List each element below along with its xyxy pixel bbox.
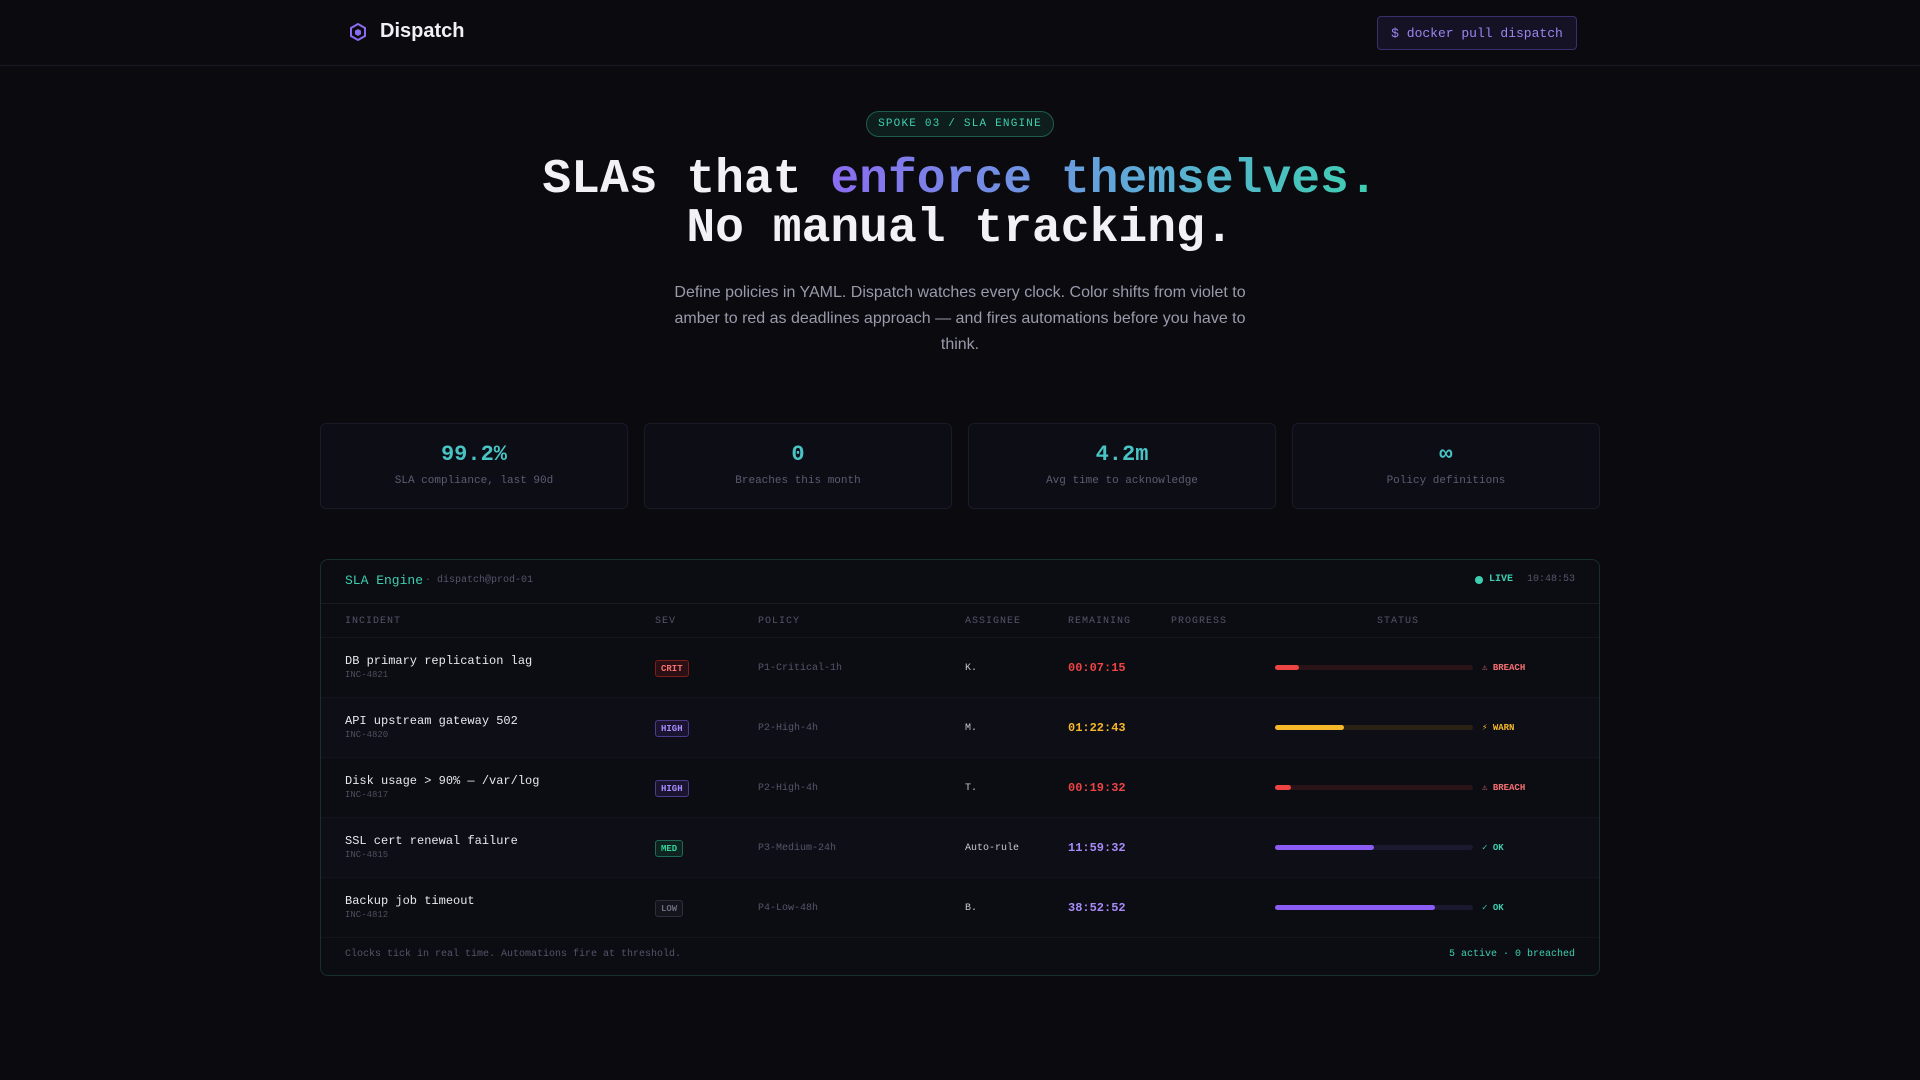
progress-bar bbox=[1275, 785, 1473, 790]
progress-bar bbox=[1275, 665, 1473, 670]
status-label: ✓ OK bbox=[1482, 903, 1504, 913]
policy-name: P2-High-4h bbox=[758, 783, 819, 794]
panel-footer: Clocks tick in real time. Automations fi… bbox=[321, 935, 1599, 975]
table-row[interactable]: DB primary replication lag INC-4821 CRIT… bbox=[321, 638, 1599, 698]
assignee: T. bbox=[965, 783, 978, 794]
remaining-time: 01:22:43 bbox=[1068, 721, 1126, 735]
policy-name: P4-Low-48h bbox=[758, 903, 819, 914]
stat-label: Breaches this month bbox=[735, 475, 861, 487]
progress-fill bbox=[1275, 725, 1345, 730]
incident-title: Disk usage > 90% — /var/log bbox=[345, 774, 540, 788]
headline-highlight: enforce themselves. bbox=[830, 153, 1378, 207]
assignee: M. bbox=[965, 723, 978, 734]
incident-title: API upstream gateway 502 bbox=[345, 714, 518, 728]
progress-fill bbox=[1275, 905, 1436, 910]
stat-card-policies: ∞ Policy definitions bbox=[1292, 423, 1600, 509]
stat-card-breaches: 0 Breaches this month bbox=[644, 423, 952, 509]
top-navigation: Dispatch $ docker pull dispatch bbox=[0, 0, 1920, 66]
headline-part1: SLAs that bbox=[542, 153, 831, 207]
stat-value: 0 bbox=[791, 442, 805, 467]
incident-title: DB primary replication lag bbox=[345, 654, 533, 668]
incident-title: SSL cert renewal failure bbox=[345, 834, 518, 848]
severity-badge: MED bbox=[655, 840, 684, 857]
column-header-remaining[interactable]: REMAINING bbox=[1068, 616, 1132, 627]
docker-pull-button[interactable]: $ docker pull dispatch bbox=[1377, 16, 1577, 50]
status-label: ✓ OK bbox=[1482, 843, 1504, 853]
assignee: B. bbox=[965, 903, 978, 914]
stat-value: ∞ bbox=[1439, 442, 1453, 467]
column-header-sev[interactable]: SEV bbox=[655, 616, 677, 627]
remaining-time: 00:19:32 bbox=[1068, 781, 1126, 795]
remaining-time: 00:07:15 bbox=[1068, 661, 1126, 675]
footer-note: Clocks tick in real time. Automations fi… bbox=[345, 949, 682, 960]
progress-bar bbox=[1275, 905, 1473, 910]
column-header-status[interactable]: STATUS bbox=[1377, 616, 1420, 627]
hero-subtitle: Define policies in YAML. Dispatch watche… bbox=[674, 284, 1246, 353]
incident-id: INC-4812 bbox=[345, 910, 389, 920]
incident-id: INC-4815 bbox=[345, 850, 389, 860]
panel-title: SLA Engine bbox=[345, 573, 424, 588]
progress-bar bbox=[1275, 725, 1473, 730]
column-header-policy[interactable]: POLICY bbox=[758, 616, 801, 627]
assignee: Auto-rule bbox=[965, 843, 1020, 854]
hexagon-logo-icon bbox=[350, 22, 366, 41]
table-row[interactable]: Backup job timeout INC-4812 LOW P4-Low-4… bbox=[321, 878, 1599, 938]
live-clock: 10:48:53 bbox=[1526, 574, 1575, 585]
remaining-time: 11:59:32 bbox=[1068, 841, 1126, 855]
table-row[interactable]: Disk usage > 90% — /var/log INC-4817 HIG… bbox=[321, 758, 1599, 818]
column-header-assignee[interactable]: ASSIGNEE bbox=[965, 616, 1022, 627]
column-header-progress[interactable]: PROGRESS bbox=[1171, 616, 1228, 627]
severity-badge: HIGH bbox=[655, 720, 689, 737]
policy-name: P2-High-4h bbox=[758, 723, 819, 734]
severity-badge: LOW bbox=[655, 900, 684, 917]
incident-title: Backup job timeout bbox=[345, 894, 475, 908]
stat-value: 4.2m bbox=[1095, 442, 1149, 467]
incident-id: INC-4817 bbox=[345, 790, 389, 800]
policy-name: P1-Critical-1h bbox=[758, 663, 843, 674]
progress-fill bbox=[1275, 665, 1299, 670]
live-indicator: LIVE 10:48:53 bbox=[1474, 574, 1575, 585]
progress-bar bbox=[1275, 845, 1473, 850]
stat-card-ack-time: 4.2m Avg time to acknowledge bbox=[968, 423, 1276, 509]
table-header: INCIDENT SEV POLICY ASSIGNEE REMAINING P… bbox=[321, 604, 1599, 638]
policy-name: P3-Medium-24h bbox=[758, 843, 837, 854]
status-label: ⚠ BREACH bbox=[1482, 783, 1526, 793]
page-headline: SLAs that enforce themselves. No manual … bbox=[0, 156, 1920, 254]
severity-badge: HIGH bbox=[655, 780, 689, 797]
progress-fill bbox=[1275, 785, 1291, 790]
incident-id: INC-4820 bbox=[345, 730, 389, 740]
status-label: ⚠ BREACH bbox=[1482, 663, 1526, 673]
progress-fill bbox=[1275, 845, 1374, 850]
status-label: ⚡ WARN bbox=[1482, 723, 1515, 733]
brand[interactable]: Dispatch bbox=[348, 20, 464, 43]
incident-id: INC-4821 bbox=[345, 670, 389, 680]
panel-header: SLA Engine · dispatch@prod-01 LIVE 10:48… bbox=[321, 560, 1599, 604]
table-row[interactable]: SSL cert renewal failure INC-4815 MED P3… bbox=[321, 818, 1599, 878]
incident-table-body: DB primary replication lag INC-4821 CRIT… bbox=[321, 638, 1599, 938]
stat-label: SLA compliance, last 90d bbox=[394, 475, 554, 487]
panel-host: · dispatch@prod-01 bbox=[425, 575, 534, 586]
brand-name: Dispatch bbox=[380, 20, 465, 42]
headline-line2: No manual tracking. bbox=[686, 202, 1234, 256]
section-badge: SPOKE 03 / SLA ENGINE bbox=[866, 111, 1054, 137]
sla-engine-panel: SLA Engine · dispatch@prod-01 LIVE 10:48… bbox=[320, 559, 1600, 976]
stat-value: 99.2% bbox=[440, 442, 507, 467]
stat-label: Avg time to acknowledge bbox=[1046, 475, 1198, 487]
column-header-incident[interactable]: INCIDENT bbox=[345, 616, 402, 627]
assignee: K. bbox=[965, 663, 978, 674]
table-row[interactable]: API upstream gateway 502 INC-4820 HIGH P… bbox=[321, 698, 1599, 758]
severity-badge: CRIT bbox=[655, 660, 689, 677]
live-label: LIVE bbox=[1488, 574, 1513, 585]
live-dot-icon bbox=[1474, 575, 1483, 584]
footer-summary: 5 active · 0 breached bbox=[1448, 949, 1575, 960]
remaining-time: 38:52:52 bbox=[1068, 901, 1126, 915]
stat-card-compliance: 99.2% SLA compliance, last 90d bbox=[320, 423, 628, 509]
stat-label: Policy definitions bbox=[1386, 475, 1506, 487]
